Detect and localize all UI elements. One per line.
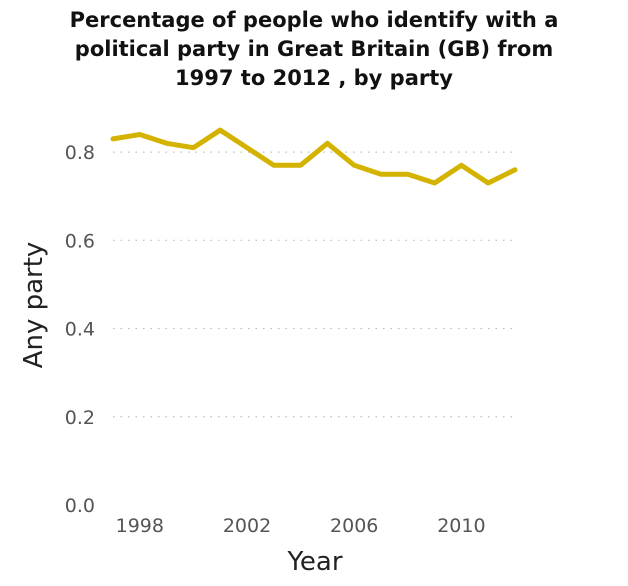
y-tick-label: 0.2 — [65, 407, 95, 429]
x-axis-title: Year — [286, 547, 342, 577]
x-tick-label: 1998 — [116, 515, 164, 537]
y-axis-ticks: 0.0 0.2 0.4 0.6 0.8 — [65, 142, 95, 517]
x-tick-label: 2002 — [223, 515, 271, 537]
x-axis-ticks: 1998 2002 2006 2010 — [116, 515, 486, 537]
series-line — [110, 127, 518, 186]
y-tick-label: 0.0 — [65, 495, 95, 517]
y-tick-label: 0.6 — [65, 230, 95, 252]
y-tick-label: 0.8 — [65, 142, 95, 164]
x-tick-label: 2010 — [437, 515, 485, 537]
chart-title: Percentage of people who identify with a… — [69, 8, 559, 90]
series-layer — [110, 127, 518, 186]
y-tick-label: 0.4 — [65, 319, 95, 341]
gridlines — [113, 151, 515, 418]
y-axis-title: Any party — [19, 242, 49, 369]
x-tick-label: 2006 — [330, 515, 378, 537]
